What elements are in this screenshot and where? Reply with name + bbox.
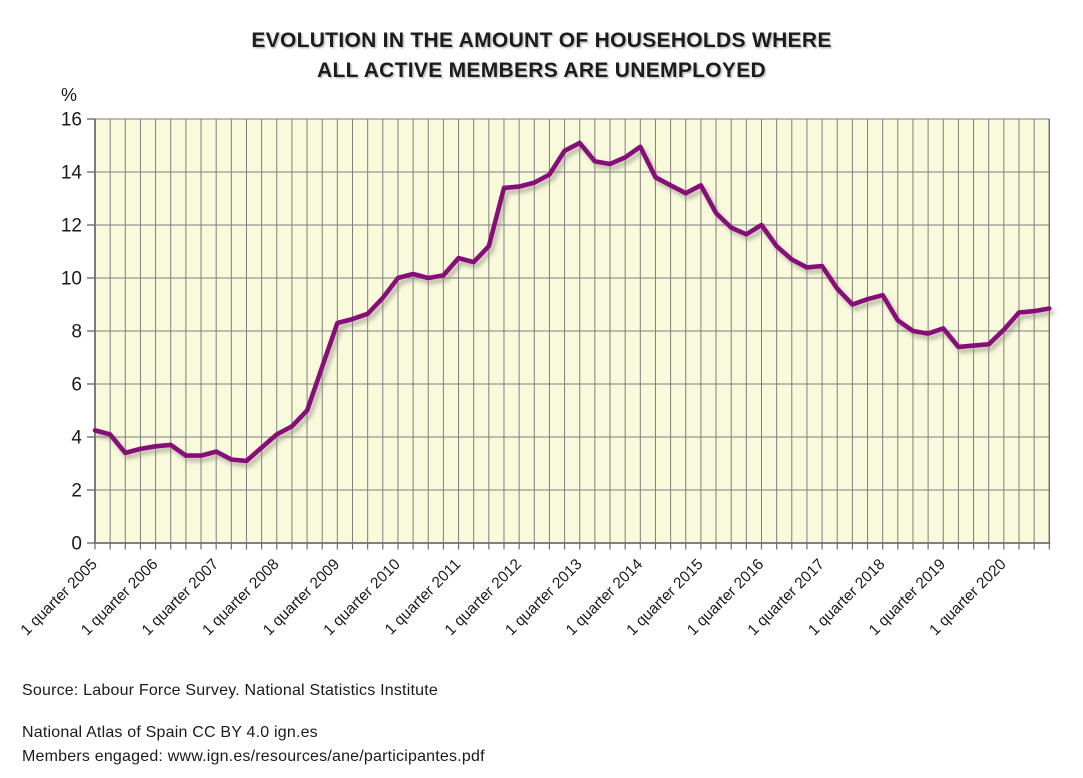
- data-line: [92, 140, 1052, 464]
- attribution-note: National Atlas of Spain CC BY 4.0 ign.es: [22, 724, 318, 741]
- y-tick-label: 14: [61, 163, 83, 184]
- y-tick-label: 0: [71, 534, 82, 555]
- members-note: Members engaged: www.ign.es/resources/an…: [22, 748, 485, 765]
- y-tick-label: 16: [61, 110, 82, 131]
- y-tick-label: 10: [61, 269, 82, 290]
- y-tick-label: 4: [71, 428, 82, 449]
- y-tick-label: 12: [61, 216, 82, 237]
- chart-title-line-2: ALL ACTIVE MEMBERS ARE UNEMPLOYED: [317, 59, 766, 82]
- y-axis-unit-label: %: [61, 85, 77, 105]
- source-note: Source: Labour Force Survey. National St…: [22, 682, 438, 699]
- y-tick-label: 2: [71, 481, 82, 502]
- chart-title: EVOLUTION IN THE AMOUNT OF HOUSEHOLDS WH…: [0, 26, 1083, 86]
- y-tick-label: 8: [71, 322, 82, 343]
- y-tick-label: 6: [71, 375, 82, 396]
- chart-title-line-1: EVOLUTION IN THE AMOUNT OF HOUSEHOLDS WH…: [251, 29, 832, 52]
